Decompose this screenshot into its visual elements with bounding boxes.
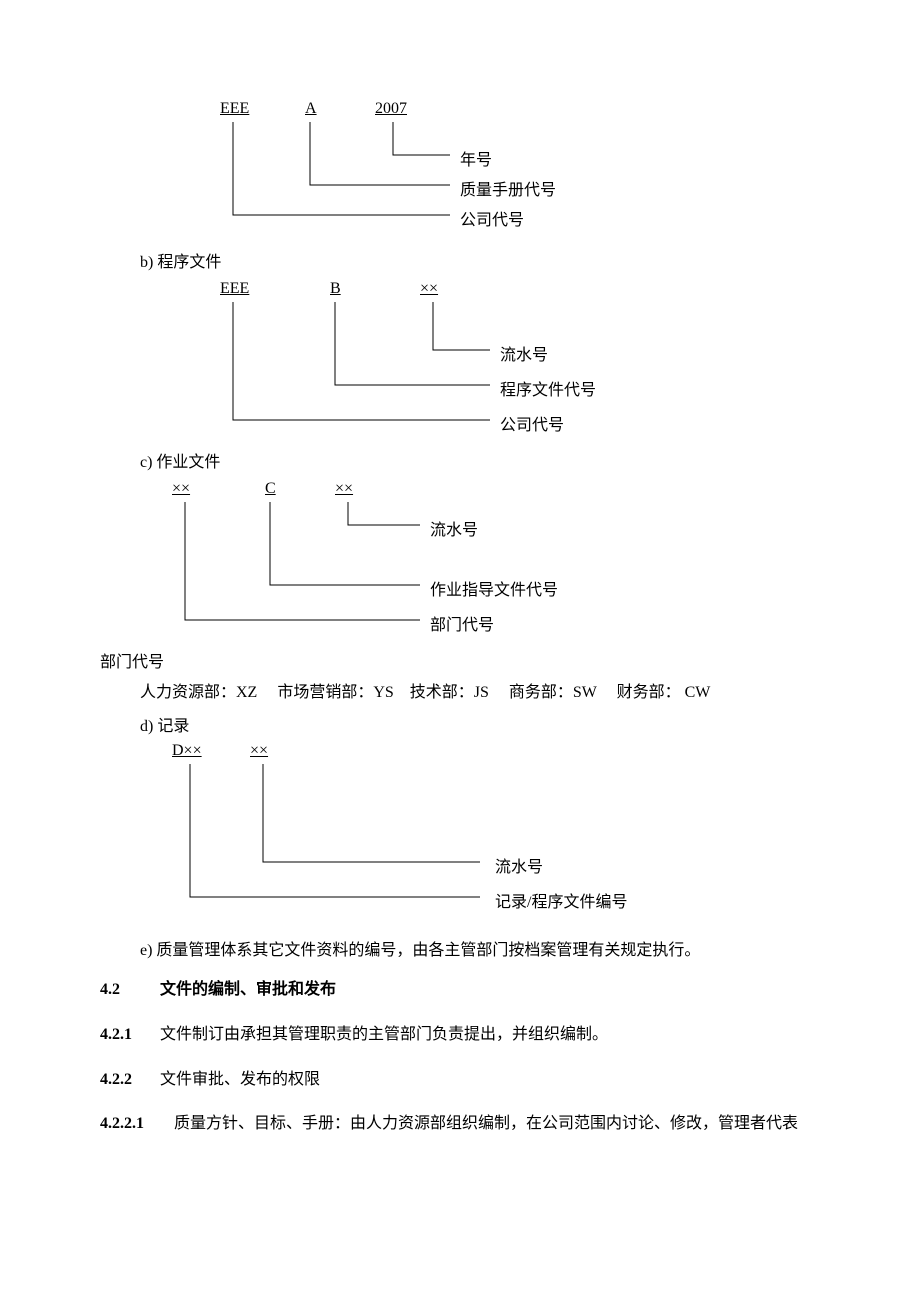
section-4-2-num: 4.2 [100, 976, 156, 1005]
para-4-2-2-text: 文件审批、发布的权限 [160, 1071, 320, 1088]
label-b1: 流水号 [500, 341, 548, 365]
item-c: c) 作业文件 [140, 448, 820, 472]
para-4-2-2-1-num: 4.2.2.1 [100, 1110, 170, 1139]
para-4-2-1: 4.2.1 文件制订由承担其管理职责的主管部门负责提出，并组织编制。 [100, 1021, 820, 1050]
label-b3: 公司代号 [500, 411, 564, 435]
label-c1: 流水号 [430, 516, 478, 540]
label-d1: 流水号 [495, 853, 543, 877]
para-4-2-2-1-text: 质量方针、目标、手册：由人力资源部组织编制，在公司范围内讨论、修改，管理者代表 [174, 1115, 798, 1132]
para-4-2-1-text: 文件制订由承担其管理职责的主管部门负责提出，并组织编制。 [160, 1026, 608, 1043]
item-d: d) 记录 [140, 712, 820, 736]
diagram-b: EEE B ×× 流水号 程序文件代号 公司代号 [100, 280, 820, 440]
document-page: EEE A 2007 年号 质量手册代号 公司代号 b) 程序文件 EEE B … [0, 0, 920, 1215]
label-c3: 部门代号 [430, 611, 494, 635]
label-a2: 质量手册代号 [460, 176, 556, 200]
label-d2: 记录/程序文件编号 [495, 888, 627, 912]
section-4-2-title: 文件的编制、审批和发布 [160, 981, 336, 998]
label-c2: 作业指导文件代号 [430, 576, 558, 600]
diagram-c: ×× C ×× 流水号 作业指导文件代号 部门代号 [100, 480, 820, 640]
dept-codes-line: 人力资源部：XZ 市场营销部：YS 技术部：JS 商务部：SW 财务部： CW [140, 678, 820, 702]
label-a3: 公司代号 [460, 206, 524, 230]
diagram-a: EEE A 2007 年号 质量手册代号 公司代号 [100, 100, 820, 240]
para-4-2-2: 4.2.2 文件审批、发布的权限 [100, 1066, 820, 1095]
para-4-2-1-num: 4.2.1 [100, 1021, 156, 1050]
label-a1: 年号 [460, 146, 492, 170]
label-b2: 程序文件代号 [500, 376, 596, 400]
item-b: b) 程序文件 [140, 248, 820, 272]
para-4-2-2-num: 4.2.2 [100, 1066, 156, 1095]
item-e: e) 质量管理体系其它文件资料的编号，由各主管部门按档案管理有关规定执行。 [140, 936, 820, 960]
diagram-d: D×× ×× 流水号 记录/程序文件编号 [100, 742, 820, 912]
para-4-2-2-1: 4.2.2.1 质量方针、目标、手册：由人力资源部组织编制，在公司范围内讨论、修… [100, 1110, 820, 1139]
dept-header: 部门代号 [100, 648, 820, 672]
section-4-2: 4.2 文件的编制、审批和发布 [100, 976, 820, 1005]
